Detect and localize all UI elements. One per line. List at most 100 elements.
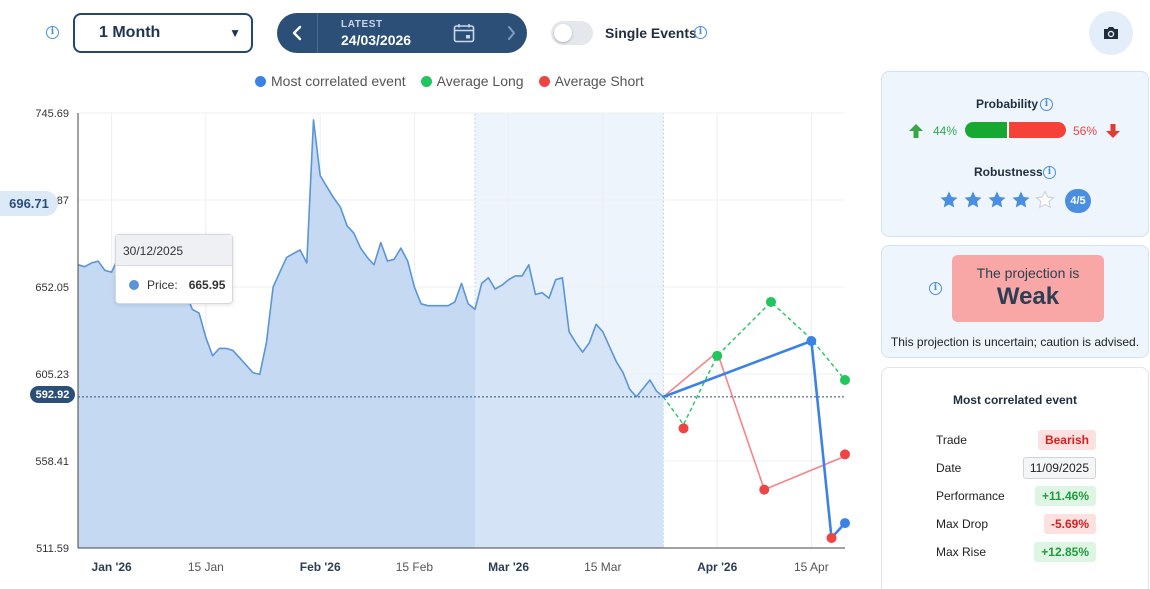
price-area xyxy=(78,119,475,549)
single-events-toggle[interactable] xyxy=(551,21,593,45)
probability-long: 44% xyxy=(933,124,958,138)
probability-bar-short xyxy=(1009,122,1066,138)
star-filled-icon xyxy=(940,191,958,208)
projection-point xyxy=(759,484,770,495)
event-row-performance: Performance +11.46% xyxy=(936,485,1096,507)
current-price-badge: 592.92 xyxy=(30,386,75,403)
probability-panel: Probability i 44% 56% Robustness i 4/5 xyxy=(881,71,1149,237)
tooltip-row: Price: 665.95 xyxy=(116,266,232,292)
arrow-down-icon xyxy=(1106,124,1120,138)
projection-point xyxy=(840,449,850,460)
x-tick-label: 15 Mar xyxy=(584,560,621,574)
probability-info-icon[interactable]: i xyxy=(1040,98,1053,111)
star-empty-icon xyxy=(1035,190,1055,209)
tooltip-date: 30/12/2025 xyxy=(116,235,232,266)
projection-line xyxy=(662,301,846,426)
projection-point xyxy=(806,335,817,346)
single-events-label: Single Events xyxy=(605,25,697,41)
date-navigator: LATEST 24/03/2026 xyxy=(277,13,527,53)
y-tick-label: 745.69 xyxy=(35,108,69,120)
event-row-value: 11/09/2025 xyxy=(1022,457,1096,479)
probability-bar xyxy=(965,122,1066,138)
projection-prefix: The projection is xyxy=(976,265,1080,281)
projection-point xyxy=(826,532,837,543)
y-tick-label: 605.23 xyxy=(35,369,69,381)
latest-label: LATEST xyxy=(341,19,383,30)
screenshot-button[interactable] xyxy=(1089,11,1133,55)
projection-strength-box: The projection is Weak xyxy=(952,255,1104,322)
chart-legend: Most correlated event Average Long Avera… xyxy=(255,73,644,89)
event-row-value: Bearish xyxy=(1037,430,1096,450)
date-nav-divider xyxy=(317,13,318,53)
period-select-value: 1 Month xyxy=(99,24,161,41)
event-title: Most correlated event xyxy=(952,393,1078,407)
legend-dot xyxy=(538,75,550,87)
event-row-trade: Trade Bearish xyxy=(936,429,1096,451)
event-row-label: Performance xyxy=(936,489,1005,503)
event-row-date: Date 11/09/2025 xyxy=(936,457,1096,479)
legend-item-average-long[interactable]: Average Long xyxy=(420,73,524,89)
robustness-info-icon[interactable]: i xyxy=(1043,166,1056,179)
robustness-badge: 4/5 xyxy=(1065,189,1091,213)
projection-info-icon[interactable]: i xyxy=(929,282,942,295)
projection-strength: Weak xyxy=(996,283,1060,310)
projection-line xyxy=(662,351,846,491)
legend-label: Average Long xyxy=(436,73,524,89)
y-tick-label: 511.59 xyxy=(36,543,69,555)
x-tick-label: 15 Apr xyxy=(794,560,829,574)
projection-point xyxy=(712,350,723,361)
toggle-knob xyxy=(554,24,572,42)
event-row-label: Max Rise xyxy=(936,545,987,559)
event-row-label: Trade xyxy=(936,433,967,447)
robustness-title: Robustness xyxy=(974,165,1043,179)
y-tick-label: 652.05 xyxy=(35,282,69,294)
star-filled-icon xyxy=(1012,191,1030,208)
previous-date-button[interactable] xyxy=(277,13,317,53)
chevron-left-icon xyxy=(292,25,302,41)
price-chart[interactable]: 745.69698.87652.05605.23558.41511.59Jan … xyxy=(0,95,870,589)
legend-item-average-short[interactable]: Average Short xyxy=(538,73,644,89)
probability-title: Probability xyxy=(976,97,1039,111)
projection-panel: i The projection is Weak This projection… xyxy=(881,245,1149,358)
legend-item-most-correlated[interactable]: Most correlated event xyxy=(255,73,406,89)
arrow-up-icon xyxy=(909,124,923,138)
robustness-stars xyxy=(939,190,1055,210)
tooltip-label: Price: xyxy=(147,278,178,292)
star-filled-icon xyxy=(988,191,1006,208)
event-row-value: +12.85% xyxy=(1034,542,1096,562)
y-tick-label: 558.41 xyxy=(35,456,69,468)
x-tick-label: Apr '26 xyxy=(697,560,738,574)
event-row-max-rise: Max Rise +12.85% xyxy=(936,541,1096,563)
price-area-recent xyxy=(474,264,664,548)
chart-tooltip: 30/12/2025 Price: 665.95 xyxy=(115,234,233,304)
period-info-icon[interactable]: i xyxy=(46,26,59,39)
projection-point xyxy=(840,375,850,386)
probability-short: 56% xyxy=(1073,124,1098,138)
legend-dot xyxy=(255,75,266,87)
tooltip-value: 665.95 xyxy=(188,278,226,292)
projection-point xyxy=(765,296,776,307)
projection-note: This projection is uncertain; caution is… xyxy=(890,335,1140,349)
tooltip-series-dot xyxy=(129,280,139,290)
event-row-label: Max Drop xyxy=(936,517,989,531)
period-select[interactable]: 1 Month ▼ xyxy=(73,13,253,53)
x-tick-label: 15 Feb xyxy=(396,560,434,574)
event-row-value: +11.46% xyxy=(1034,486,1096,506)
x-tick-label: Jan '26 xyxy=(92,560,133,574)
single-events-info-icon[interactable]: i xyxy=(694,26,707,39)
chevron-right-icon xyxy=(508,26,515,40)
selected-date[interactable]: 24/03/2026 xyxy=(341,32,412,48)
x-tick-label: Mar '26 xyxy=(488,560,529,574)
projection-line xyxy=(662,339,846,540)
projection-point xyxy=(840,518,850,529)
legend-dot xyxy=(420,75,432,87)
event-row-max-drop: Max Drop -5.69% xyxy=(936,513,1096,535)
legend-label: Most correlated event xyxy=(271,73,406,89)
next-date-button[interactable] xyxy=(495,13,527,53)
chevron-down-icon: ▼ xyxy=(229,26,241,40)
probability-bar-long xyxy=(965,122,1010,138)
x-tick-label: Feb '26 xyxy=(300,560,341,574)
calendar-icon[interactable] xyxy=(453,23,475,43)
legend-label: Average Short xyxy=(554,73,644,89)
camera-icon xyxy=(1104,27,1118,39)
